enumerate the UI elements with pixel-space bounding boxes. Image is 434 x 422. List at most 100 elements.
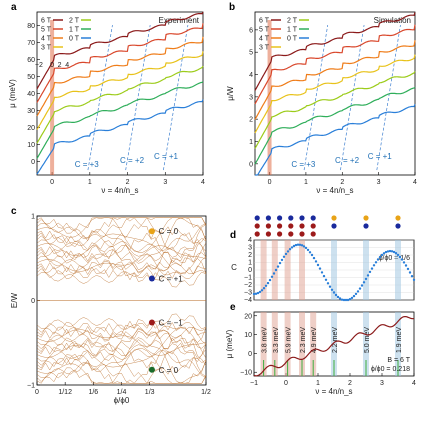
xtick-label-e: 0: [284, 380, 288, 387]
series-line-3T: [36, 51, 204, 130]
gap-label-3: 2.3 meV: [300, 327, 307, 353]
ytick-label-d: 1: [248, 260, 252, 267]
ytick-label-a: 70: [27, 40, 35, 47]
ytick-label-d: 2: [248, 252, 252, 259]
chern-point: [288, 248, 292, 251]
band-line: [36, 217, 207, 251]
panel-b-ylabel: μ/W: [226, 86, 235, 101]
panel-c-ylabel: E/W: [10, 292, 19, 308]
band-line: [36, 261, 207, 288]
panel-d-ylabel: C: [231, 263, 237, 272]
legend-label-6T: 6 T: [41, 18, 52, 25]
filling-dot: [363, 223, 369, 229]
chern-point: [274, 268, 278, 272]
xtick-label-c: 1/6: [88, 389, 98, 396]
chern-point: [282, 255, 286, 258]
panel-e-ylabel: μ (meV): [225, 329, 234, 358]
xtick-label-e: 3: [380, 380, 384, 387]
filling-dot: [299, 223, 305, 229]
band-line: [36, 330, 207, 353]
panel-e-xlabel: ν = 4n/n_s: [315, 387, 352, 396]
chern-point: [354, 292, 358, 296]
c-label-a-1: C = +2: [120, 156, 145, 165]
series-line-3T: [254, 54, 416, 134]
ytick-label-d: 4: [248, 237, 252, 244]
band-line: [36, 317, 207, 339]
filling-dot: [331, 215, 337, 221]
chern-guide-line: [376, 24, 401, 171]
c-label-a-2: C = +1: [154, 152, 179, 161]
gap-band: [271, 312, 278, 376]
butterfly-bands: [36, 217, 207, 384]
filling-dot: [310, 231, 316, 237]
xtick-label-e: 2: [348, 380, 352, 387]
xtick-label-a: 3: [163, 179, 167, 186]
filling-dot: [363, 215, 369, 221]
panel-e-phi: ϕ/ϕ0 = 0.218: [371, 366, 410, 373]
band-line: [36, 348, 207, 384]
chern-point: [296, 243, 300, 246]
gap-label-2: 5.9 meV: [286, 327, 293, 353]
xtick-label-c: 1/4: [117, 389, 127, 396]
chern-point: [376, 258, 380, 261]
chern-point: [290, 246, 294, 249]
chern-point: [386, 250, 390, 253]
filling-dot: [395, 223, 401, 229]
chern-point: [280, 258, 284, 262]
ytick-label-b: 5: [249, 50, 253, 57]
ytick-label-d: −4: [244, 297, 252, 304]
chern-point: [408, 271, 412, 274]
annotation-a-0: −2: [35, 62, 43, 69]
chern-point: [298, 243, 302, 246]
chern-point: [284, 252, 288, 256]
ytick-label-d: 0: [248, 267, 252, 274]
gap-highlight: [284, 240, 291, 300]
panel-e-field: B = 6 T: [387, 357, 410, 364]
chern-point: [372, 264, 376, 267]
band-label-0: C = 0: [159, 227, 179, 236]
series-line-1T: [36, 81, 204, 159]
chern-point: [276, 265, 280, 268]
chern-point: [368, 270, 372, 274]
xtick-label-e: 1: [316, 380, 320, 387]
legend-label-0T: 0 T: [287, 36, 298, 43]
gap-highlight: [299, 240, 305, 300]
band-line: [36, 339, 207, 366]
chern-point: [358, 287, 362, 290]
band-line: [36, 339, 207, 375]
chern-point: [374, 261, 378, 264]
band-line: [36, 313, 207, 340]
chern-point: [392, 250, 396, 254]
c-label-a-0: C = +3: [75, 160, 100, 169]
chern-point: [270, 275, 274, 278]
chern-point: [350, 296, 354, 300]
band-line: [36, 226, 207, 262]
c-label-b-0: C = +3: [291, 160, 316, 169]
band-marker: [148, 228, 155, 235]
filling-dot: [265, 231, 271, 237]
chern-point: [382, 252, 386, 255]
ytick-label-a: 40: [27, 91, 35, 98]
ytick-label-d: −2: [244, 282, 252, 289]
filling-dot: [254, 231, 260, 237]
chern-point: [302, 245, 306, 248]
xtick-label-e: 4: [412, 380, 416, 387]
chern-point: [316, 263, 320, 267]
chern-point: [396, 253, 400, 257]
ytick-label-b: 2: [249, 117, 253, 124]
chern-point: [332, 291, 336, 294]
filling-dot: [254, 223, 260, 229]
xtick-label-a: 4: [201, 179, 205, 186]
gap-band: [260, 312, 267, 376]
chern-point: [410, 275, 414, 278]
xtick-label-c: 1/3: [145, 389, 155, 396]
gap-label-0: 3.8 meV: [262, 327, 269, 353]
series-line-5T: [36, 23, 204, 103]
filling-dot: [254, 215, 260, 221]
chern-guide-line: [163, 24, 189, 171]
gap-band: [310, 312, 317, 376]
filling-dot: [277, 223, 283, 229]
band-line: [36, 245, 207, 272]
ytick-label-c: −1: [27, 383, 35, 390]
legend-label-3T: 3 T: [41, 45, 52, 52]
